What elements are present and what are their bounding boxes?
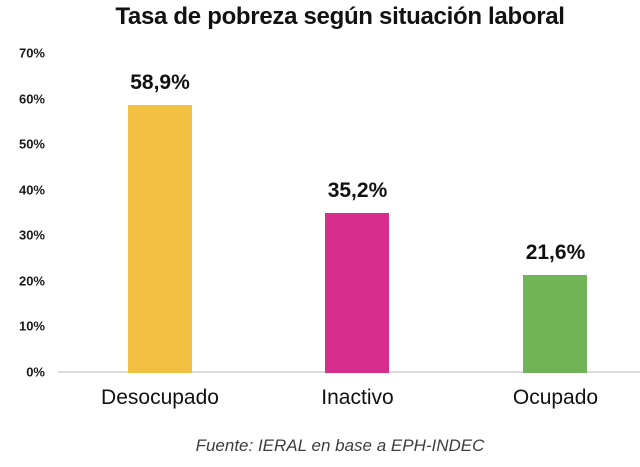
plot-area: 58,9% 35,2% 21,6% (58, 53, 640, 373)
chart-title: Tasa de pobreza según situación laboral (115, 3, 565, 30)
y-tick-label: 20% (18, 273, 45, 289)
source-caption: Fuente: IERAL en base a EPH-INDEC (195, 436, 485, 455)
y-tick-label: 40% (18, 182, 45, 198)
y-tick-label: 60% (18, 91, 45, 107)
bar-value-ocupado: 21,6% (525, 240, 586, 264)
y-tick-label: 30% (18, 227, 45, 243)
y-tick-label: 10% (18, 318, 45, 334)
bar-value-desocupado: 58,9% (130, 70, 190, 94)
bar-ocupado (523, 274, 588, 373)
x-label-inactivo: Inactivo (321, 386, 394, 409)
y-tick-label: 50% (18, 136, 45, 152)
y-tick-label: 70% (18, 45, 45, 61)
y-tick-label: 0% (26, 364, 45, 380)
y-axis: 0% 10% 20% 30% 40% 50% 60% 70% (0, 46, 45, 380)
bar-inactivo (325, 212, 390, 373)
bar-desocupado (128, 104, 193, 373)
bar-value-inactivo: 35,2% (327, 178, 388, 202)
x-label-ocupado: Ocupado (512, 386, 599, 409)
x-label-desocupado: Desocupado (101, 386, 219, 409)
x-axis-labels: Desocupado Inactivo Ocupado (0, 386, 640, 414)
